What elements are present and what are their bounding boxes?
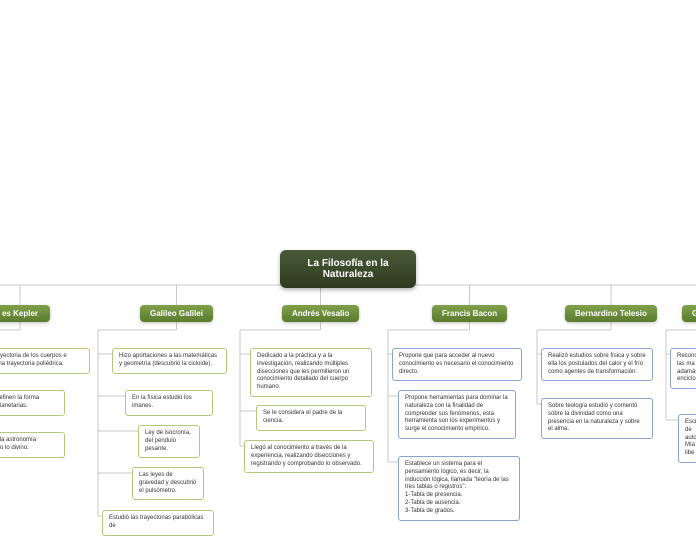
- leaf-node: Sobre teología estudió y comentó sobre l…: [541, 398, 653, 439]
- leaf-node: Estudió las trayectorias parabólicas de: [102, 510, 214, 536]
- root-node: La Filosofía en la Naturaleza: [280, 250, 416, 288]
- branch-bacon: Francis Bacon: [432, 305, 507, 322]
- branch-kepler: es Kepler: [0, 305, 50, 322]
- leaf-node: Hizo aportaciones a las matemáticas y ge…: [112, 348, 227, 374]
- branch-galileo: Galileo Galilei: [140, 305, 213, 322]
- branch-gio: Gio: [682, 305, 696, 322]
- branch-telesio: Bernardino Telesio: [565, 305, 657, 322]
- leaf-node: Llegó al conocimiento a través de la exp…: [244, 440, 374, 473]
- leaf-node: Se le considera el padre de la ciencia.: [256, 405, 366, 431]
- leaf-node: Dedicado a la práctica y a la investigac…: [250, 348, 372, 397]
- branch-label: es Kepler: [2, 309, 38, 318]
- leaf-node: avés de la astronomía celebrado lo divin…: [0, 432, 65, 458]
- branch-vesalio: Andrés Vesalio: [282, 305, 359, 322]
- leaf-node: Propone herramientas para dominar la nat…: [398, 390, 516, 439]
- leaf-node: Ley de isocronía, del péndulo pesante.: [138, 425, 200, 458]
- branch-label: Gio: [692, 309, 696, 318]
- leaf-node: Recono a las ma adamás enciclop: [670, 348, 696, 389]
- leaf-node: Propone que para acceder al nuevo conoci…: [392, 348, 522, 381]
- leaf-node: En la física estudio los imanes.: [125, 390, 213, 416]
- leaf-node: Las leyes de gravedad y descubrió el pul…: [132, 467, 204, 500]
- branch-label: Andrés Vesalio: [292, 309, 349, 318]
- branch-label: Bernardino Telesio: [575, 309, 647, 318]
- branch-label: Francis Bacon: [442, 309, 497, 318]
- leaf-node: Realizó estudios sobre física y sobre el…: [541, 348, 653, 381]
- root-label: La Filosofía en la Naturaleza: [307, 258, 388, 280]
- leaf-node: Escrib de auto Mía libe: [678, 414, 696, 463]
- leaf-node: Establece un sistema para el pensamiento…: [398, 456, 520, 521]
- leaf-node: Kepler definen la forma órbitas planetar…: [0, 390, 65, 416]
- branch-label: Galileo Galilei: [150, 309, 203, 318]
- leaf-node: a y la trayectoria de los cuerpos e segu…: [0, 348, 90, 374]
